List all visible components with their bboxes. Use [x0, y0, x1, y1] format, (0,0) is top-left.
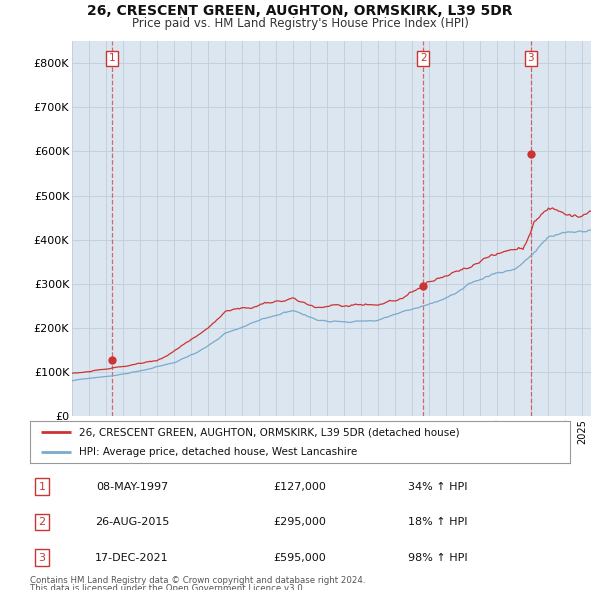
Text: 26, CRESCENT GREEN, AUGHTON, ORMSKIRK, L39 5DR: 26, CRESCENT GREEN, AUGHTON, ORMSKIRK, L… — [87, 4, 513, 18]
Text: 1: 1 — [109, 53, 115, 63]
Text: 98% ↑ HPI: 98% ↑ HPI — [408, 553, 468, 562]
Text: 1: 1 — [38, 482, 46, 491]
Text: £127,000: £127,000 — [274, 482, 326, 491]
Text: HPI: Average price, detached house, West Lancashire: HPI: Average price, detached house, West… — [79, 447, 357, 457]
Text: £295,000: £295,000 — [274, 517, 326, 527]
Text: 3: 3 — [527, 53, 534, 63]
Text: This data is licensed under the Open Government Licence v3.0.: This data is licensed under the Open Gov… — [30, 584, 305, 590]
Text: £595,000: £595,000 — [274, 553, 326, 562]
Text: Price paid vs. HM Land Registry's House Price Index (HPI): Price paid vs. HM Land Registry's House … — [131, 17, 469, 30]
Text: 2: 2 — [420, 53, 427, 63]
Text: 26-AUG-2015: 26-AUG-2015 — [95, 517, 169, 527]
Text: 17-DEC-2021: 17-DEC-2021 — [95, 553, 169, 562]
Text: 3: 3 — [38, 553, 46, 562]
Text: 26, CRESCENT GREEN, AUGHTON, ORMSKIRK, L39 5DR (detached house): 26, CRESCENT GREEN, AUGHTON, ORMSKIRK, L… — [79, 427, 459, 437]
Text: 34% ↑ HPI: 34% ↑ HPI — [408, 482, 468, 491]
Text: 2: 2 — [38, 517, 46, 527]
Text: 18% ↑ HPI: 18% ↑ HPI — [408, 517, 468, 527]
Text: 08-MAY-1997: 08-MAY-1997 — [96, 482, 168, 491]
Text: Contains HM Land Registry data © Crown copyright and database right 2024.: Contains HM Land Registry data © Crown c… — [30, 576, 365, 585]
